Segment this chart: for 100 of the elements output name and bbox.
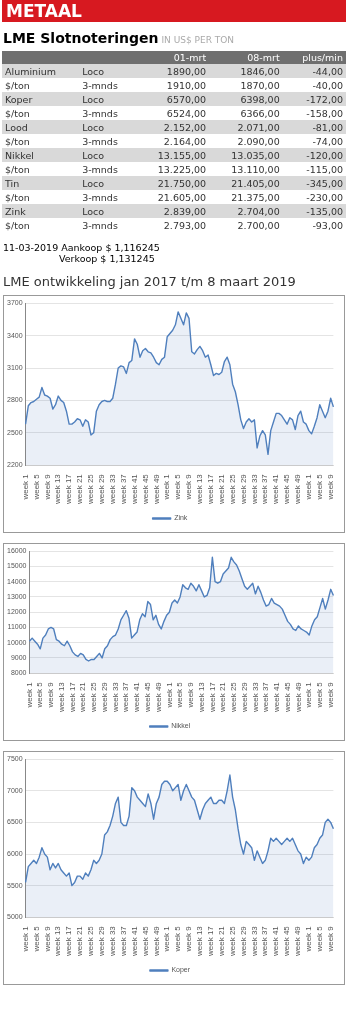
x-tick-label: week 41 <box>271 473 281 505</box>
text: -120,00 <box>306 149 343 161</box>
category-label: Loco <box>82 121 105 133</box>
x-tick-label: week 41 <box>132 681 142 713</box>
text: 2.152,00 <box>163 121 207 133</box>
x-tick-label: week 5 <box>314 925 324 953</box>
category-label: 3-mnds <box>82 107 118 119</box>
x-tick-label: week 37 <box>261 681 271 713</box>
x-tick-label: week 21 <box>218 681 228 713</box>
category-label: Loco <box>82 205 105 217</box>
x-tick-label: week 33 <box>107 925 117 957</box>
text: 1846,00 <box>240 65 280 77</box>
x-tick-label: week 33 <box>249 473 259 505</box>
x-tick-label: week 9 <box>46 681 56 709</box>
x-tick-label: week 13 <box>53 473 63 505</box>
x-tick-label: week 49 <box>293 681 303 713</box>
text: 21.605,00 <box>157 191 207 203</box>
x-tick-label: week 37 <box>260 473 270 505</box>
text: -345,00 <box>306 177 343 189</box>
x-tick-label: week 5 <box>31 925 41 953</box>
x-tick-label: week 21 <box>216 925 226 957</box>
x-tick-label: week 5 <box>173 925 183 953</box>
text: 2.793,00 <box>163 219 207 231</box>
x-tick-label: week 1 <box>304 925 314 953</box>
x-tick-label: week 17 <box>64 925 74 957</box>
chart-title: LME ontwikkeling jan 2017 t/m 8 maart 2019 <box>3 274 297 289</box>
category-label: $/ton <box>5 107 30 119</box>
text: 2.839,00 <box>163 205 207 217</box>
category-label: Aluminium <box>5 65 56 77</box>
text: METAAL <box>2 0 346 22</box>
x-tick-label: week 17 <box>206 473 216 505</box>
category-label: 3-mnds <box>82 191 118 203</box>
x-tick-label: week 29 <box>238 925 248 957</box>
category-label: 08-mrt <box>209 51 283 64</box>
x-tick-label: week 17 <box>64 473 74 505</box>
x-tick-label: week 33 <box>110 681 120 713</box>
text: -81,00 <box>312 121 343 133</box>
x-tick-label: week 37 <box>118 473 128 505</box>
text: 13.155,00 <box>157 149 207 161</box>
x-tick-label: week 9 <box>184 925 194 953</box>
x-tick-label: week 21 <box>216 473 226 505</box>
text: -135,00 <box>306 205 343 217</box>
text: 2.704,00 <box>237 205 280 217</box>
x-tick-label: week 37 <box>260 925 270 957</box>
category-label: Zink <box>5 205 26 217</box>
x-tick-label: week 29 <box>97 925 107 957</box>
x-tick-label: week 5 <box>175 681 185 709</box>
text: -93,00 <box>312 219 343 231</box>
text: 2.700,00 <box>237 219 280 231</box>
x-tick-label: week 9 <box>42 473 52 501</box>
x-tick-label: week 45 <box>282 681 292 713</box>
x-tick-label: week 45 <box>143 681 153 713</box>
x-tick-label: week 1 <box>24 681 34 709</box>
category-label: 3-mnds <box>82 163 118 175</box>
text: 21.750,00 <box>157 177 207 189</box>
text: Verkoop $ 1,131245 <box>58 253 156 264</box>
text: 21.375,00 <box>231 191 280 203</box>
x-tick-label: week 29 <box>239 681 249 713</box>
x-tick-label: week 45 <box>140 473 150 505</box>
category-label: $/ton <box>5 191 30 203</box>
text: 13.225,00 <box>157 163 207 175</box>
text: 6570,00 <box>166 93 207 105</box>
x-tick-label: week 9 <box>42 925 52 953</box>
x-tick-label: week 45 <box>282 925 292 957</box>
category-label: Lood <box>5 121 28 133</box>
text: 2.164,00 <box>163 135 207 147</box>
text: 1910,00 <box>166 79 207 91</box>
x-tick-label: week 49 <box>293 473 303 505</box>
text: -172,00 <box>306 93 343 105</box>
text: 1870,00 <box>240 79 280 91</box>
category-label: Loco <box>82 149 105 161</box>
category-label: Loco <box>82 65 105 77</box>
x-tick-label: week 25 <box>227 925 237 957</box>
text: -40,00 <box>312 79 343 91</box>
x-tick-label: week 21 <box>75 473 85 505</box>
text: 13.110,00 <box>231 163 280 175</box>
x-tick-label: week 1 <box>304 681 314 709</box>
text: 2.090,00 <box>237 135 280 147</box>
text: -158,00 <box>306 107 343 119</box>
x-tick-label: week 25 <box>86 925 96 957</box>
x-tick-label: week 13 <box>196 681 206 713</box>
text: 6366,00 <box>240 107 280 119</box>
x-tick-label: week 49 <box>151 925 161 957</box>
x-tick-label: week 1 <box>304 473 314 501</box>
text: -115,00 <box>306 163 343 175</box>
x-tick-label: week 21 <box>75 925 85 957</box>
x-tick-label: week 41 <box>271 925 281 957</box>
text: 6524,00 <box>166 107 207 119</box>
x-tick-label: week 5 <box>35 681 45 709</box>
x-tick-label: week 25 <box>227 473 237 505</box>
text: LME Slotnoteringen <box>3 30 159 46</box>
category-label: $/ton <box>5 135 30 147</box>
x-tick-label: week 9 <box>325 925 335 953</box>
x-tick-label: week 45 <box>140 925 150 957</box>
x-tick-label: week 33 <box>249 925 259 957</box>
x-tick-label: week 9 <box>325 473 335 501</box>
text: IN US$ PER TON <box>161 35 235 45</box>
text: 21.405,00 <box>231 177 280 189</box>
x-tick-label: week 33 <box>250 681 260 713</box>
x-tick-label: week 29 <box>99 681 109 713</box>
